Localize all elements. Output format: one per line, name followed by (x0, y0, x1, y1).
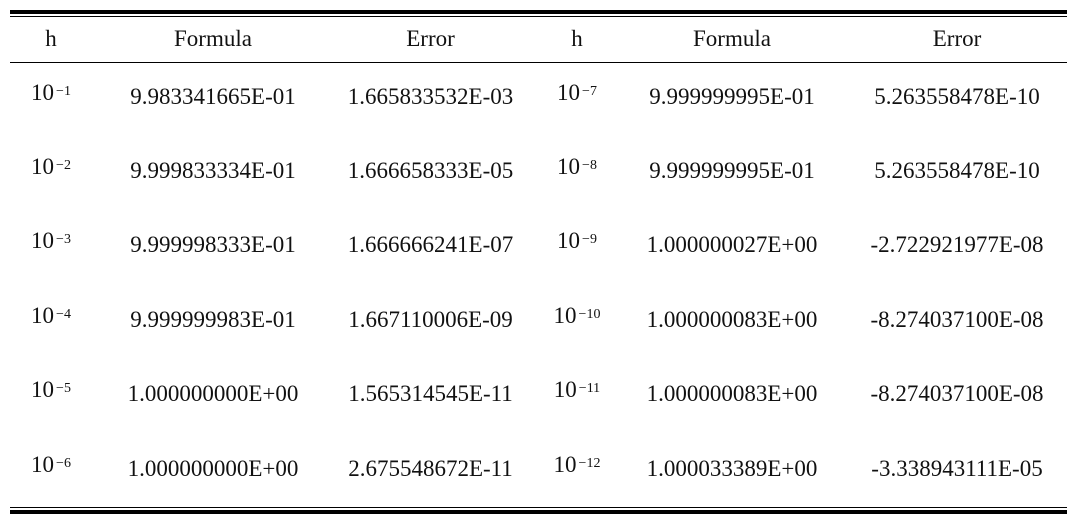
error-cell-right: 5.263558478E-10 (874, 84, 1040, 109)
formula-cell-left: 9.983341665E-01 (130, 84, 296, 109)
h-base: 10 (31, 303, 55, 328)
h-cell-right: 10 −7 (538, 73, 616, 113)
error-cell-right: -8.274037100E-08 (870, 307, 1044, 332)
h-cell-left: 10 −1 (12, 73, 90, 113)
formula-cell-left: 9.999833334E-01 (130, 158, 296, 183)
error-cell-left: 1.666658333E-05 (347, 158, 514, 183)
header-error-left: Error (406, 26, 455, 51)
h-base: 10 (553, 377, 577, 402)
h-exponent: −7 (582, 84, 597, 99)
error-cell-right: -8.274037100E-08 (870, 381, 1044, 406)
h-cell-right: 10 −9 (538, 221, 616, 261)
top-rule-thin (10, 16, 1067, 17)
h-exponent: −6 (56, 456, 71, 471)
formula-cell-right: 1.000000083E+00 (646, 381, 818, 406)
h-base: 10 (557, 154, 581, 179)
header-formula-right: Formula (693, 26, 771, 51)
formula-cell-right: 1.000000027E+00 (646, 232, 818, 257)
error-cell-right: -2.722921977E-08 (870, 232, 1044, 257)
h-base: 10 (31, 452, 55, 477)
error-cell-left: 1.665833532E-03 (347, 84, 514, 109)
error-cell-left: 2.675548672E-11 (348, 456, 513, 481)
h-exponent: −1 (56, 84, 71, 99)
h-exponent: −11 (578, 381, 601, 396)
h-exponent: −12 (578, 456, 601, 471)
header-h-left: h (45, 26, 57, 51)
h-base: 10 (553, 452, 577, 477)
error-cell-right: 5.263558478E-10 (874, 158, 1040, 183)
h-exponent: −10 (578, 307, 601, 322)
top-rule-thick (10, 10, 1067, 14)
header-rule (10, 62, 1067, 63)
bottom-rule-thin (10, 507, 1067, 508)
h-exponent: −5 (56, 381, 71, 396)
h-base: 10 (31, 154, 55, 179)
h-exponent: −9 (582, 232, 597, 247)
h-cell-right: 10 −10 (538, 296, 616, 336)
formula-cell-right: 9.999999995E-01 (649, 158, 815, 183)
h-cell-left: 10 −3 (12, 221, 90, 261)
h-base: 10 (31, 228, 55, 253)
error-cell-left: 1.667110006E-09 (348, 307, 513, 332)
formula-cell-left: 1.000000000E+00 (127, 381, 299, 406)
h-cell-left: 10 −5 (12, 370, 90, 410)
error-cell-left: 1.565314545E-11 (348, 381, 513, 406)
h-cell-left: 10 −4 (12, 296, 90, 336)
header-error-right: Error (932, 26, 982, 51)
h-exponent: −4 (56, 307, 71, 322)
h-exponent: −3 (56, 232, 71, 247)
header-h-right: h (571, 26, 583, 51)
bottom-rule-thick (10, 510, 1067, 514)
h-base: 10 (557, 80, 581, 105)
formula-cell-left: 1.000000000E+00 (127, 456, 299, 481)
formula-cell-right: 1.000033389E+00 (646, 456, 818, 481)
formula-cell-right: 9.999999995E-01 (649, 84, 815, 109)
error-cell-left: 1.666666241E-07 (347, 232, 514, 257)
h-base: 10 (557, 228, 581, 253)
h-cell-left: 10 −6 (12, 445, 90, 485)
h-cell-right: 10 −8 (538, 147, 616, 187)
h-base: 10 (31, 80, 55, 105)
h-exponent: −8 (582, 158, 597, 173)
header-formula-left: Formula (174, 26, 252, 51)
formula-cell-left: 9.999998333E-01 (130, 232, 296, 257)
formula-cell-left: 9.999999983E-01 (130, 307, 296, 332)
error-cell-right: -3.338943111E-05 (871, 456, 1043, 481)
h-cell-right: 10 −11 (538, 370, 616, 410)
h-exponent: −2 (56, 158, 71, 173)
h-base: 10 (553, 303, 577, 328)
h-base: 10 (31, 377, 55, 402)
h-cell-left: 10 −2 (12, 147, 90, 187)
formula-cell-right: 1.000000083E+00 (646, 307, 818, 332)
h-cell-right: 10 −12 (538, 445, 616, 485)
